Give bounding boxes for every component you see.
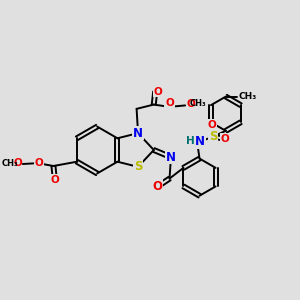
Text: S: S <box>209 130 217 143</box>
Text: S: S <box>134 160 142 173</box>
Text: O: O <box>186 99 195 109</box>
Text: N: N <box>195 135 205 148</box>
Text: O: O <box>50 175 59 185</box>
Text: O: O <box>13 158 22 168</box>
Text: O: O <box>165 98 174 108</box>
Text: O: O <box>35 158 44 168</box>
Text: O: O <box>152 180 163 193</box>
Text: H: H <box>186 136 194 146</box>
Text: O: O <box>207 120 216 130</box>
Text: CH₃: CH₃ <box>238 92 256 101</box>
Text: CH₃: CH₃ <box>190 100 206 109</box>
Text: O: O <box>220 134 229 144</box>
Text: CH₃: CH₃ <box>2 159 18 168</box>
Text: N: N <box>166 151 176 164</box>
Text: N: N <box>133 127 143 140</box>
Text: O: O <box>154 87 162 97</box>
